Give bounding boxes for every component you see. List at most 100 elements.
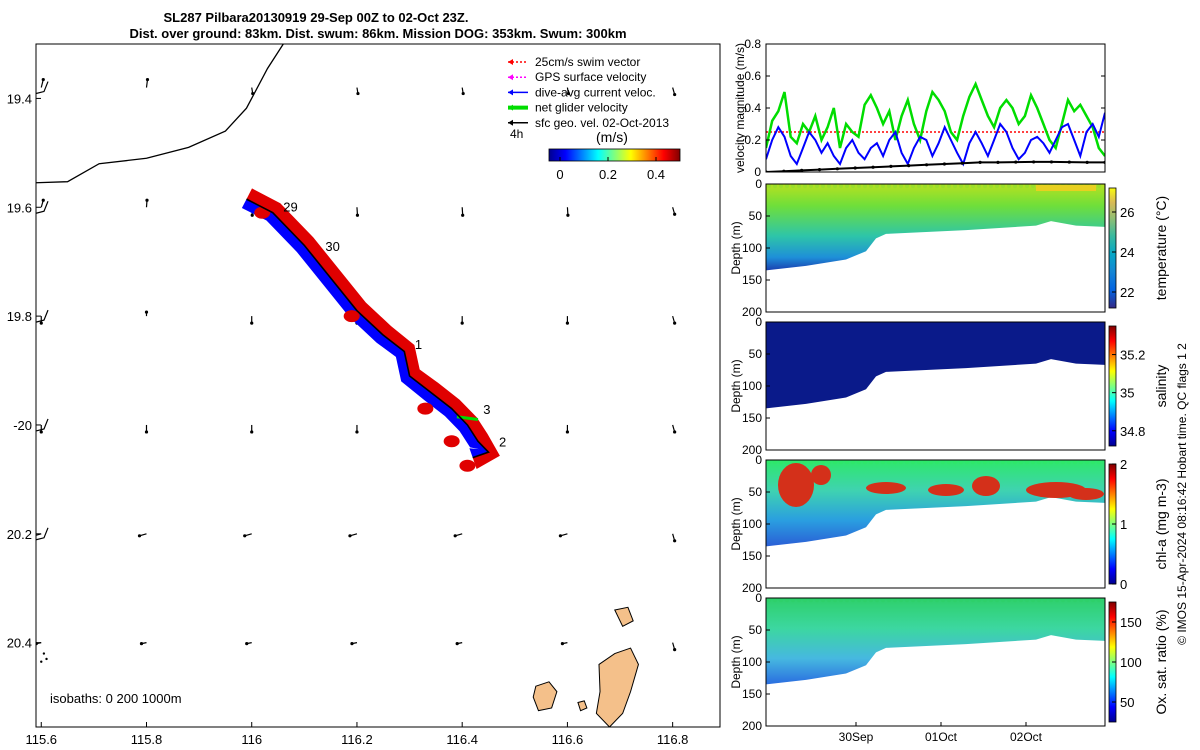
coast-speck-2: [40, 660, 42, 662]
legend-arrowhead: [508, 74, 513, 80]
day-label-2: 2: [499, 435, 506, 450]
geo-velocity-arrow: [673, 88, 677, 97]
geo-velocity-point: [925, 163, 928, 166]
geo-velocity-arrow: [356, 207, 359, 217]
chla-maximum-patch: [866, 482, 906, 494]
colorbar-tick-label: 0.2: [599, 167, 617, 182]
section-colorbar-label: chl-a (mg m-3): [1153, 478, 1169, 569]
colorbar-title: (m/s): [596, 129, 628, 145]
figure: SL287 Pilbara20130919 29-Sep 00Z to 02-O…: [0, 0, 1200, 750]
map-x-tick-label: 115.6: [25, 732, 57, 747]
legend-arrowhead: [508, 59, 513, 65]
geo-velocity-point: [871, 166, 874, 169]
section-colorbar-label: Ox. sat. ratio (%): [1153, 609, 1169, 714]
map-y-tick-label: -20: [13, 418, 32, 433]
legend-item: sfc geo. vel. 02-Oct-2013: [508, 116, 669, 130]
legend-item: net glider velocity: [508, 101, 628, 115]
island-0: [533, 682, 557, 711]
velocity-ylabel: velocity magnitude (m/s): [733, 43, 747, 173]
isobaths-label: isobaths: 0 200 1000m: [50, 691, 182, 706]
geo-velocity-arrow: [673, 207, 677, 216]
section-y-tick-label: 100: [742, 517, 762, 531]
chla-maximum-patch: [778, 463, 814, 507]
legend-arrowhead: [508, 105, 513, 111]
day-label-29: 29: [283, 200, 297, 215]
geo-velocity-point: [907, 164, 910, 167]
geo-velocity-arrow: [461, 316, 464, 325]
section-y-tick-label: 0: [755, 177, 762, 191]
geo-velocity-arrow: [145, 311, 148, 317]
colorbar-tick-label: 1: [1120, 517, 1127, 532]
geo-velocity-point: [996, 161, 999, 164]
map-x-tick-label: 116.8: [657, 732, 689, 747]
legend-arrowhead: [508, 120, 513, 126]
legend-label: dive-avg current veloc.: [535, 85, 656, 99]
geo-velocity-point: [943, 162, 946, 165]
legend-item: 25cm/s swim vector: [508, 55, 640, 69]
geo-velocity-point: [836, 167, 839, 170]
colorbar-tick-label: 22: [1120, 285, 1134, 300]
section-y-tick-label: 50: [749, 209, 763, 223]
section-y-tick-label: 0: [755, 315, 762, 329]
geo-velocity-point: [1014, 160, 1017, 163]
geo-velocity-arrow: [559, 534, 568, 538]
day-label-30: 30: [325, 239, 339, 254]
colorbar-tick-label: 100: [1120, 655, 1142, 670]
geo-velocity-point: [961, 162, 964, 165]
legend-item: dive-avg current veloc.: [508, 85, 656, 99]
geo-velocity-arrow: [245, 642, 252, 645]
legend-label: GPS surface velocity: [535, 70, 646, 84]
colorbar-tick-label: 35.2: [1120, 348, 1145, 363]
geo-velocity-point: [1032, 160, 1035, 163]
geo-velocity-arrow: [566, 207, 569, 217]
map-x-tick-label: 116.6: [552, 732, 584, 747]
geo-velocity-arrow: [33, 534, 42, 538]
geo-velocity-arrow: [41, 78, 45, 88]
geo-velocity-point: [889, 165, 892, 168]
island-2: [615, 607, 633, 626]
swim-blob-0: [254, 207, 270, 219]
geo-velocity-point: [1068, 160, 1071, 163]
section-ylabel: Depth (m): [729, 635, 743, 688]
legend-label: 25cm/s swim vector: [535, 55, 640, 69]
geo-velocity-arrow: [561, 642, 568, 645]
isobath-line: [36, 44, 283, 183]
geo-velocity-arrow: [462, 88, 465, 96]
colorbar-tick-label: 0: [1120, 577, 1127, 592]
geo-velocity-point: [979, 161, 982, 164]
geo-velocity-arrow: [566, 425, 569, 434]
salinity-section: 050100150200Depth (m)34.83535.2salinity: [729, 315, 1169, 457]
section-y-tick-label: 100: [742, 379, 762, 393]
section-ylabel: Depth (m): [729, 221, 743, 274]
chart-title-line2: Dist. over ground: 83km. Dist. swum: 86k…: [129, 26, 626, 41]
section-data-field: [766, 322, 1105, 408]
legend-arrowhead: [508, 89, 513, 95]
coast-speck-1: [45, 658, 47, 660]
day-label-3: 3: [483, 402, 490, 417]
colorbar-tick-label: 2: [1120, 457, 1127, 472]
section-colorbar: [1109, 326, 1116, 446]
section-y-tick-label: 0: [755, 453, 762, 467]
geo-velocity-arrow: [145, 199, 148, 208]
geo-velocity-arrow: [41, 199, 45, 208]
geo-velocity-arrow: [251, 88, 254, 96]
map-y-tick-label: 19.4: [7, 91, 32, 106]
section-data-field: [766, 184, 1105, 270]
map-x-tick-label: 115.8: [131, 732, 163, 747]
map-y-tick-label: 20.2: [7, 527, 32, 542]
section-x-tick-label: 02Oct: [1010, 730, 1043, 744]
warm-surface-patch: [1036, 185, 1096, 191]
section-x-tick-label: 30Sep: [839, 730, 874, 744]
section-colorbar: [1109, 188, 1116, 308]
geo-velocity-point: [818, 168, 821, 171]
geo-velocity-arrow: [673, 316, 677, 325]
geo-velocity-arrow: [673, 643, 677, 652]
section-y-tick-label: 100: [742, 655, 762, 669]
section-ylabel: Depth (m): [729, 497, 743, 550]
chla-maximum-patch: [928, 484, 964, 496]
island-1: [596, 648, 638, 727]
section-colorbar-label: temperature (°C): [1153, 196, 1169, 300]
island-3: [578, 701, 587, 711]
geo-velocity-arrow: [348, 534, 357, 538]
velocity-panel: 00.20.40.60.8 velocity magnitude (m/s): [733, 37, 1107, 179]
